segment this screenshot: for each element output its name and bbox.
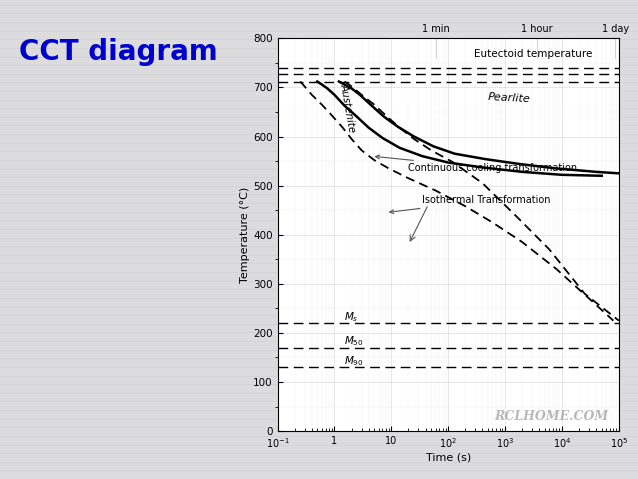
Text: Eutectoid temperature: Eutectoid temperature: [474, 49, 593, 59]
Text: Isothermal Transformation: Isothermal Transformation: [390, 195, 551, 214]
X-axis label: Time (s): Time (s): [426, 453, 471, 463]
Text: $M_{50}$: $M_{50}$: [345, 335, 364, 349]
Text: 1 min: 1 min: [422, 24, 449, 34]
Text: Austenite: Austenite: [339, 83, 357, 134]
Text: 1 day: 1 day: [602, 24, 629, 34]
Text: $M_s$: $M_s$: [345, 310, 359, 324]
Text: 1 hour: 1 hour: [521, 24, 553, 34]
Text: Pearlite: Pearlite: [488, 92, 531, 104]
Y-axis label: Temperature (°C): Temperature (°C): [241, 187, 250, 283]
Text: $M_{90}$: $M_{90}$: [345, 354, 364, 368]
Text: CCT diagram: CCT diagram: [19, 38, 218, 66]
Text: RCLHOME.COM: RCLHOME.COM: [494, 410, 609, 423]
Text: Continuous cooling transformation: Continuous cooling transformation: [376, 155, 577, 173]
